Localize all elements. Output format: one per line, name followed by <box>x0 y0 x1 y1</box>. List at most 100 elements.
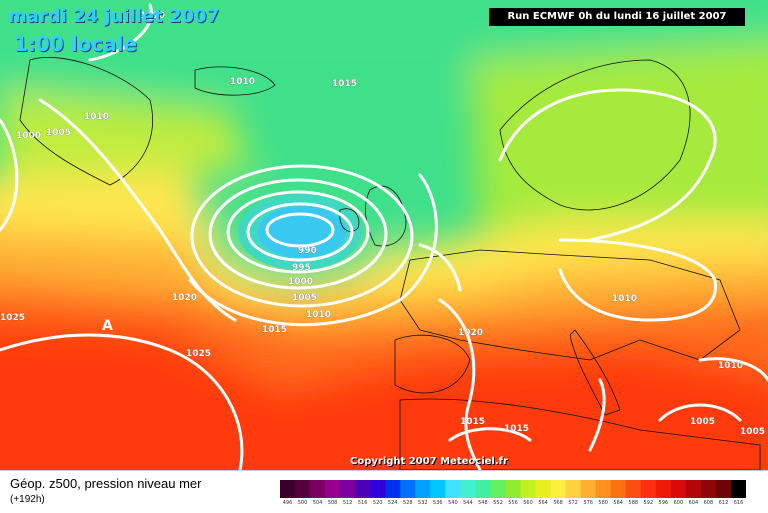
color-scale-swatch <box>640 480 657 498</box>
color-scale-swatch <box>505 480 522 498</box>
britain-coast <box>365 185 407 247</box>
isobar-1010-north <box>88 3 154 62</box>
color-scale-label: 612 <box>718 500 729 506</box>
isobar-label: 1010 <box>84 112 109 122</box>
map-legend-footer: Géop. z500, pression niveau mer (+192h) … <box>0 470 768 513</box>
color-scale-label: 508 <box>327 500 338 506</box>
color-scale-swatch <box>535 480 552 498</box>
isobar-1015-channel <box>418 243 462 292</box>
isobar-1010-europe <box>558 238 718 322</box>
isobar-995 <box>246 202 354 262</box>
forecast-lead-time: (+192h) <box>10 494 45 505</box>
high-pressure-marker: A <box>102 318 113 334</box>
color-scale-swatch <box>355 480 371 498</box>
isobar-label: 1005 <box>292 293 317 303</box>
isobar-1005-east <box>658 403 742 422</box>
color-scale-label: 496 <box>282 500 293 506</box>
color-scale-swatch <box>430 480 446 498</box>
color-scale-swatch <box>400 480 416 498</box>
forecast-date: mardi 24 juillet 2007 <box>8 6 220 27</box>
isobar-1025-west <box>0 118 19 232</box>
color-scale-labels: 496 500 504 508 512 516 520 524 528 532 536 540 544 5… <box>280 500 746 510</box>
isobar-label: 1010 <box>718 361 743 371</box>
color-scale-swatch <box>520 480 537 498</box>
geopotential-map: 1010 1015 1010 1000 1005 990 995 1000 10… <box>0 0 768 470</box>
isobar-label: 1010 <box>140 11 165 21</box>
isobar-1010-south <box>588 378 606 452</box>
isobar-label: 1000 <box>16 131 41 141</box>
coastlines <box>19 57 761 470</box>
map-svg: 1010 1015 1010 1000 1005 990 995 1000 10… <box>0 0 768 470</box>
isobar-label: 1005 <box>46 128 71 138</box>
greenland-coast <box>19 57 153 186</box>
north-africa-coast <box>399 398 761 470</box>
color-scale-swatch <box>700 480 717 498</box>
isobar-1010 <box>190 164 414 308</box>
isobar-label: 1015 <box>504 424 529 434</box>
isobar-1000 <box>226 190 370 274</box>
color-scale-label: 524 <box>387 500 398 506</box>
isobar-label: 1015 <box>332 79 357 89</box>
copyright-notice: Copyright 2007 Meteociel.fr <box>350 456 508 467</box>
color-scale-label: 564 <box>538 500 548 506</box>
color-scale-swatch <box>685 480 702 498</box>
isobar-label: 1025 <box>0 313 25 323</box>
field-red-south <box>0 322 768 470</box>
color-scale-label: 580 <box>598 500 608 506</box>
field-greenland-yellowgreen <box>0 90 250 180</box>
color-scale-swatch <box>595 480 612 498</box>
color-scale-swatch <box>340 480 356 498</box>
color-scale-swatch <box>370 480 386 498</box>
map-caption: Géop. z500, pression niveau mer <box>10 476 202 491</box>
color-scale-swatch <box>310 480 326 498</box>
isobar-label: 1015 <box>262 325 287 335</box>
color-scale-label: 544 <box>463 500 473 506</box>
scandinavia-coast <box>499 59 691 211</box>
color-scale-label: 596 <box>658 500 669 506</box>
isobar-labels: 1010 1015 1010 1000 1005 990 995 1000 10… <box>0 11 765 437</box>
isobar-1015-south <box>448 427 532 442</box>
color-scale-label: 576 <box>583 500 593 506</box>
isobar-label: 1025 <box>186 349 211 359</box>
color-scale-label: 536 <box>433 500 443 506</box>
color-scale-label: 528 <box>403 500 413 506</box>
isobars <box>0 3 768 470</box>
isobar-1010-east <box>698 357 768 382</box>
color-scale-label: 512 <box>342 500 353 506</box>
isobar-label: 1000 <box>288 277 313 287</box>
color-scale-label: 500 <box>297 500 308 506</box>
model-run-info: Run ECMWF 0h du lundi 16 juillet 2007 <box>489 8 745 26</box>
color-scale-swatch <box>295 480 311 498</box>
forecast-local-time: 1:00 locale <box>14 32 138 56</box>
isobar-label: 1020 <box>172 293 197 303</box>
isobar-label: 1005 <box>740 427 765 437</box>
color-scale-label: 568 <box>553 500 563 506</box>
color-scale-swatch <box>730 480 746 498</box>
isobar-label: 995 <box>292 263 311 273</box>
color-scale-swatch <box>415 480 431 498</box>
continental-europe-coast <box>399 249 741 361</box>
color-scale-swatch <box>475 480 491 498</box>
color-scale-swatch <box>550 480 567 498</box>
isobar-1015-scand <box>498 88 717 242</box>
color-scale-swatch <box>490 480 506 498</box>
ireland-coast <box>339 208 360 232</box>
color-scale-swatch <box>325 480 341 498</box>
isobar-label: 1010 <box>306 310 331 320</box>
color-scale-label: 560 <box>523 500 533 506</box>
isobar-label: 1010 <box>230 77 255 87</box>
color-scale-label: 552 <box>493 500 503 506</box>
isobar-1020-south <box>438 298 482 470</box>
color-scale-label: 516 <box>357 500 368 506</box>
isobar-label: 1020 <box>458 328 483 338</box>
color-scale-label: 584 <box>613 500 623 506</box>
color-scale-label: 604 <box>688 500 699 506</box>
color-scale-label: 572 <box>568 500 578 506</box>
italy-coast <box>569 329 621 416</box>
color-scale-swatch <box>715 480 732 498</box>
color-scale-label: 532 <box>418 500 428 506</box>
color-scale-swatch <box>385 480 401 498</box>
isobar-label: 1015 <box>460 417 485 427</box>
color-scale-label: 556 <box>508 500 518 506</box>
